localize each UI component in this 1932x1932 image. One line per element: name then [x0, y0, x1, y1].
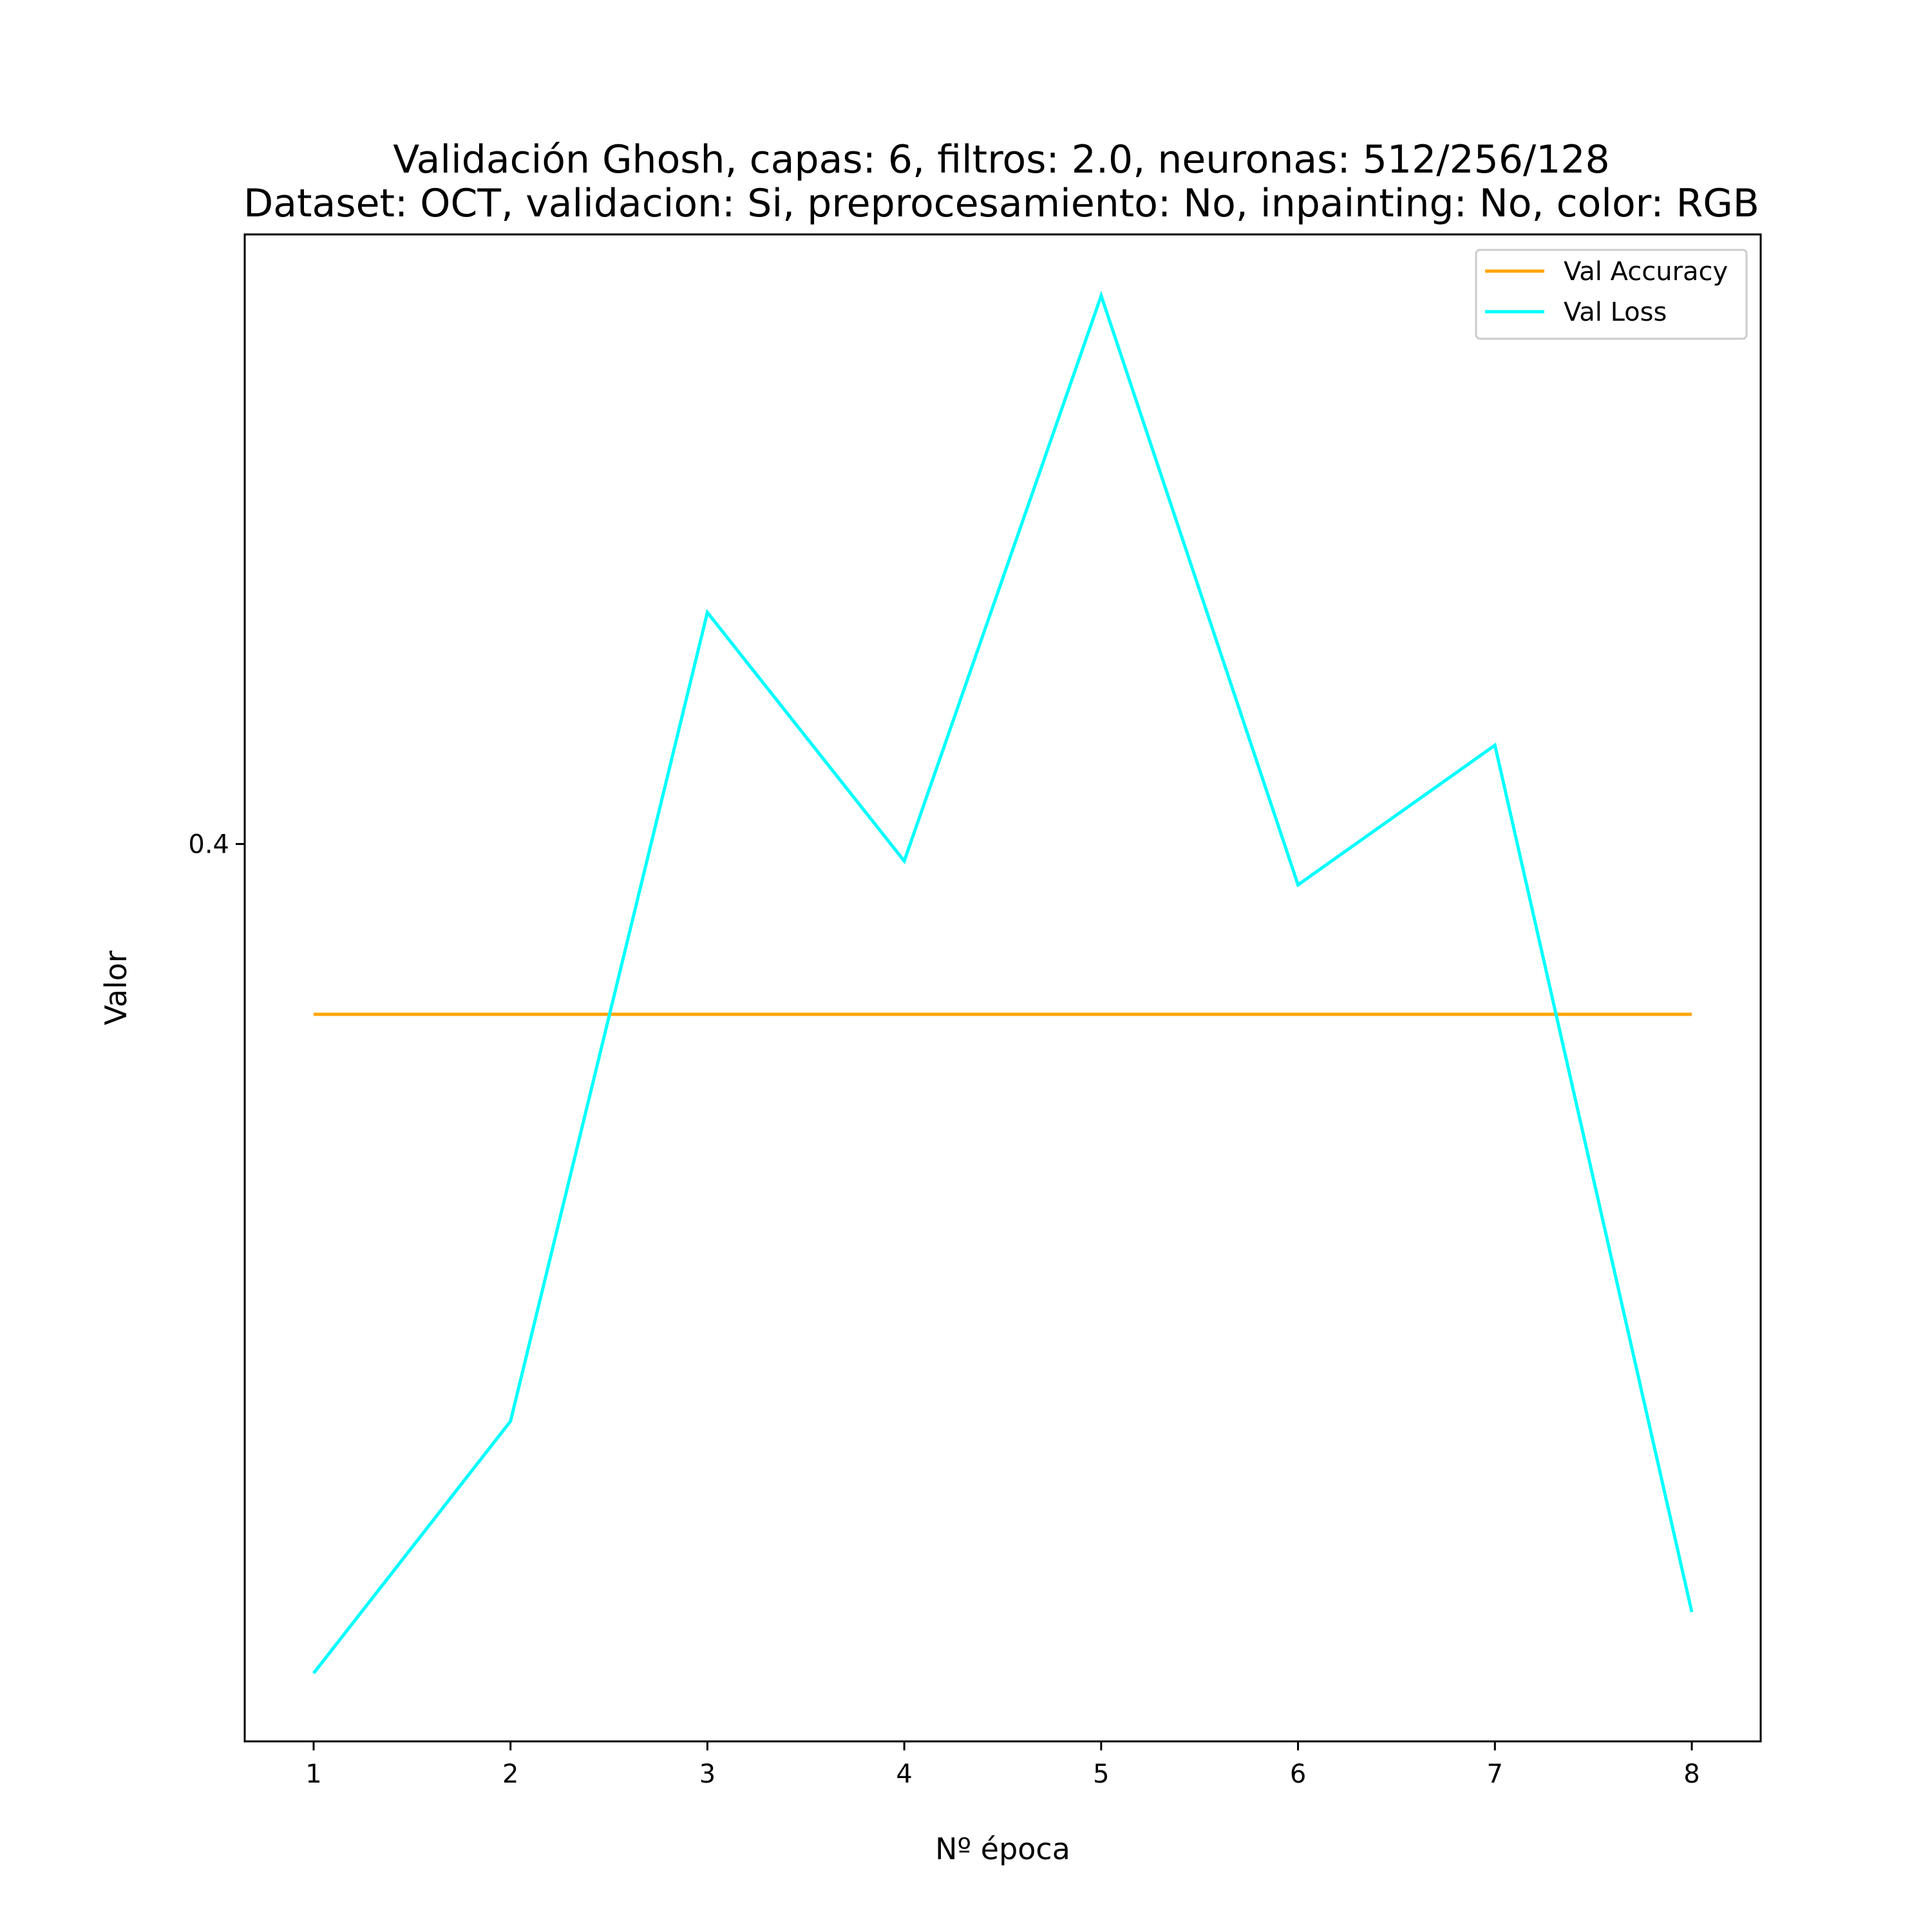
y-axis-ticks: 0.4 — [188, 830, 245, 860]
plot-frame — [243, 233, 1762, 1743]
x-tick-label: 5 — [1093, 1759, 1109, 1789]
x-tick-label: 7 — [1487, 1759, 1503, 1789]
legend-label-val-loss: Val Loss — [1564, 298, 1667, 327]
legend: Val Accuracy Val Loss — [1475, 249, 1748, 340]
x-tick-label: 2 — [502, 1759, 518, 1789]
series-line-val-loss — [312, 290, 1694, 1674]
x-tick-label: 8 — [1683, 1759, 1700, 1789]
x-axis-label: Nº época — [935, 1832, 1070, 1866]
y-axis-label: Valor — [99, 951, 133, 1025]
legend-label-val-accuracy: Val Accuracy — [1564, 257, 1728, 287]
x-axis-ticks: 1 2 3 4 5 6 7 8 — [305, 1741, 1700, 1789]
chart-title: Validación Ghosh, capas: 6, filtros: 2.0… — [393, 137, 1609, 182]
x-tick-label: 1 — [305, 1759, 321, 1789]
x-tick-label: 3 — [699, 1759, 715, 1789]
x-tick-label: 4 — [896, 1759, 912, 1789]
chart-subtitle: Dataset: OCT, validacion: Si, preprocesa… — [243, 181, 1759, 226]
x-tick-label: 6 — [1290, 1759, 1306, 1789]
y-tick-label: 0.4 — [188, 830, 229, 860]
plot-area — [312, 290, 1694, 1674]
